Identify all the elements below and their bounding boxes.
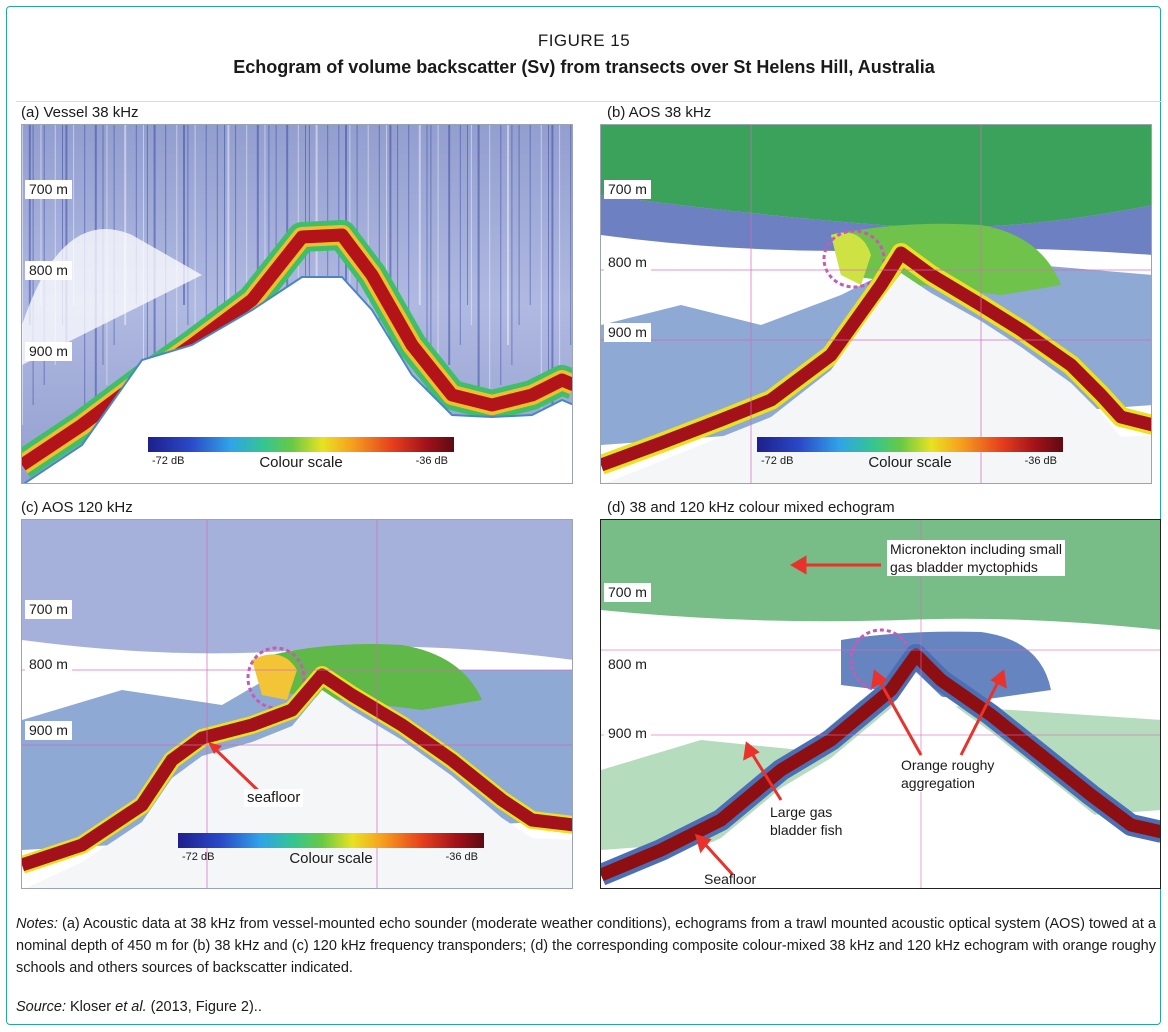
depth-label-800: 800 m	[604, 253, 651, 272]
colour-scale-gradient	[178, 833, 484, 848]
figure-frame	[6, 6, 1161, 1025]
annotation-arrows	[694, 555, 1007, 877]
depth-label-800: 800 m	[25, 261, 72, 280]
echogram-panel-b: 700 m 800 m 900 m -72 dB Colour scale -3…	[600, 124, 1152, 484]
depth-label-900: 900 m	[604, 323, 651, 342]
gas-bladder-fish-annotation: Large gas bladder fish	[767, 803, 846, 839]
annotation-line: bladder fish	[770, 822, 843, 838]
panel-d-title: (d) 38 and 120 kHz colour mixed echogram	[607, 499, 895, 516]
figure-source: Source: Kloser et al. (2013, Figure 2)..	[16, 999, 262, 1015]
panel-a-title: (a) Vessel 38 kHz	[21, 104, 139, 121]
colour-scale-gradient	[757, 437, 1063, 452]
echogram-b-plot	[601, 125, 1151, 483]
depth-label-900: 900 m	[604, 724, 651, 743]
depth-label-700: 700 m	[604, 583, 651, 602]
depth-label-800: 800 m	[25, 655, 72, 674]
source-author: Kloser	[65, 999, 116, 1015]
depth-label-700: 700 m	[25, 600, 72, 619]
echogram-d-plot	[601, 520, 1160, 888]
depth-label-700: 700 m	[25, 180, 72, 199]
annotation-line: Orange roughy	[901, 757, 995, 773]
depth-label-900: 900 m	[25, 342, 72, 361]
colour-scale-label: Colour scale	[289, 850, 373, 867]
annotation-line: Micronekton including small	[890, 541, 1062, 557]
seafloor-annotation: Seafloor	[704, 871, 757, 887]
orange-roughy-annotation: Orange roughy aggregation	[898, 756, 998, 792]
echogram-panel-a: 700 m 800 m 900 m -72 dB Colour scale -3…	[21, 124, 573, 484]
source-label: Source:	[16, 999, 66, 1015]
depth-label-800: 800 m	[604, 655, 651, 674]
echogram-a-plot	[22, 125, 572, 483]
echogram-panel-c: 700 m 800 m 900 m seafloor -72 dB Colour…	[21, 519, 573, 889]
figure-label: FIGURE 15	[537, 31, 631, 50]
colour-scale-bar: -72 dB Colour scale -36 dB	[148, 437, 454, 471]
colour-scale-max: -36 dB	[445, 851, 478, 863]
figure-notes: Notes: (a) Acoustic data at 38 kHz from …	[16, 913, 1156, 979]
panel-c-title: (c) AOS 120 kHz	[21, 499, 133, 516]
notes-label: Notes:	[16, 916, 58, 932]
depth-label-900: 900 m	[25, 721, 72, 740]
source-rest: (2013, Figure 2)..	[146, 999, 262, 1015]
seafloor-annotation: seafloor	[244, 789, 304, 807]
notes-text: (a) Acoustic data at 38 kHz from vessel-…	[16, 916, 1156, 976]
colour-scale-max: -36 dB	[415, 455, 448, 467]
colour-scale-max: -36 dB	[1024, 455, 1057, 467]
colour-scale-bar: -72 dB Colour scale -36 dB	[757, 437, 1063, 471]
colour-scale-bar: -72 dB Colour scale -36 dB	[178, 833, 484, 867]
title-rule	[16, 101, 1161, 102]
echogram-panel-d: 700 m 800 m 900 m Micronekton including …	[600, 519, 1161, 889]
colour-scale-label: Colour scale	[259, 454, 343, 471]
colour-scale-label: Colour scale	[868, 454, 952, 471]
colour-scale-min: -72 dB	[152, 455, 185, 467]
annotation-line: gas bladder myctophids	[890, 559, 1038, 575]
colour-scale-min: -72 dB	[761, 455, 794, 467]
colour-scale-gradient	[148, 437, 454, 452]
panel-b-title: (b) AOS 38 kHz	[607, 104, 712, 121]
micronekton-annotation: Micronekton including small gas bladder …	[887, 540, 1065, 576]
annotation-line: Large gas	[770, 804, 833, 820]
annotation-line: aggregation	[901, 775, 975, 791]
colour-scale-min: -72 dB	[182, 851, 215, 863]
source-etal: et al.	[115, 999, 147, 1015]
depth-label-700: 700 m	[604, 180, 651, 199]
figure-title: Echogram of volume backscatter (Sv) from…	[233, 57, 935, 77]
